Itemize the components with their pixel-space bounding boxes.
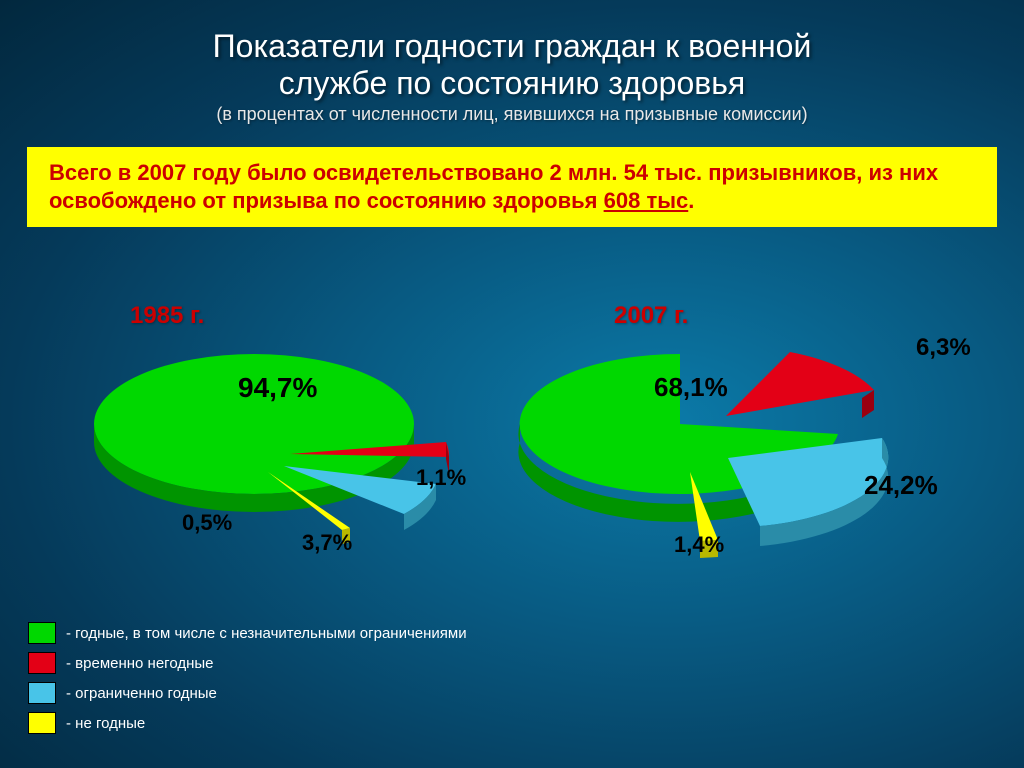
legend-item-yellow: - не годные: [28, 712, 467, 734]
legend: - годные, в том числе с незначительными …: [28, 622, 467, 742]
label-1985-yellow: 0,5%: [182, 510, 232, 536]
year-1985: 1985 г.: [130, 302, 204, 330]
label-2007-red: 6,3%: [916, 334, 971, 362]
swatch-green: [28, 622, 56, 644]
label-1985-red: 1,1%: [416, 465, 466, 491]
callout-emph: 608 тыс: [604, 188, 689, 213]
label-2007-green: 68,1%: [654, 372, 728, 403]
swatch-cyan: [28, 682, 56, 704]
legend-item-green: - годные, в том числе с незначительными …: [28, 622, 467, 644]
slide-title: Показатели годности граждан к военной сл…: [0, 0, 1024, 125]
callout-text-2: .: [688, 188, 694, 213]
callout-text-1: Всего в 2007 году было освидетельствован…: [49, 160, 938, 213]
swatch-red: [28, 652, 56, 674]
title-line1: Показатели годности граждан к военной: [0, 28, 1024, 65]
legend-item-cyan: - ограниченно годные: [28, 682, 467, 704]
title-line2: службе по состоянию здоровья: [0, 65, 1024, 102]
label-1985-green: 94,7%: [238, 372, 317, 404]
label-1985-cyan: 3,7%: [302, 530, 352, 556]
title-sub: (в процентах от численности лиц, явивших…: [0, 104, 1024, 125]
legend-label-red: - временно негодные: [66, 655, 214, 672]
label-2007-cyan: 24,2%: [864, 470, 938, 501]
legend-label-green: - годные, в том числе с незначительными …: [66, 625, 467, 642]
callout-box: Всего в 2007 году было освидетельствован…: [27, 147, 997, 227]
charts-area: 1985 г. 2007 г.: [0, 288, 1024, 648]
swatch-yellow: [28, 712, 56, 734]
label-2007-yellow: 1,4%: [674, 532, 724, 558]
legend-label-cyan: - ограниченно годные: [66, 685, 217, 702]
legend-item-red: - временно негодные: [28, 652, 467, 674]
legend-label-yellow: - не годные: [66, 715, 145, 732]
year-2007: 2007 г.: [614, 302, 688, 330]
